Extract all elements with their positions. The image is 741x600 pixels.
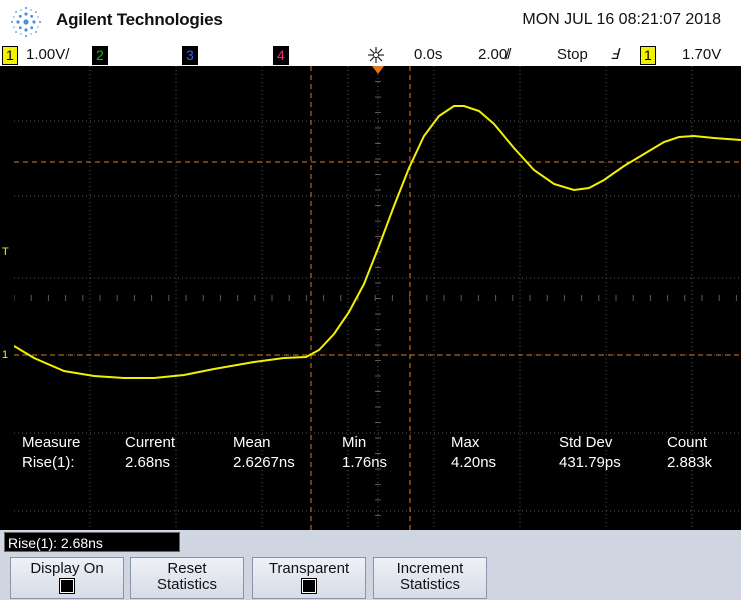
channel-2-badge[interactable]: 2 <box>92 46 108 65</box>
title-bar: Agilent Technologies MON JUL 16 08:21:07… <box>0 0 741 44</box>
ground-marker: 1 <box>2 349 9 361</box>
rise-readout: Rise(1): 2.68ns <box>4 532 180 552</box>
channel-marker-strip: T 1 <box>0 66 14 530</box>
measure-header: Max <box>451 434 480 451</box>
measure-value: 4.20ns <box>451 454 497 471</box>
measure-value: 2.883k <box>667 454 713 471</box>
brand-name: Agilent Technologies <box>56 10 223 29</box>
time-scale[interactable]: 2.00̸/ <box>478 46 512 63</box>
date-time: MON JUL 16 08:21:07 2018 <box>522 11 721 28</box>
channel-1-trace <box>14 105 741 379</box>
increment-label: Increment <box>396 560 464 577</box>
channel-3-badge[interactable]: 3 <box>182 46 198 65</box>
trigger-edge-icon: Ⅎ <box>610 46 619 63</box>
reset-statistics-label: Statistics <box>156 576 217 593</box>
transparent-label: Transparent <box>268 560 350 577</box>
measure-header: Measure <box>22 434 81 451</box>
measure-value: 2.68ns <box>125 454 171 471</box>
transparent-softkey[interactable]: Transparent <box>252 557 366 599</box>
trigger-level-marker: T <box>2 246 9 258</box>
channel-1-scale[interactable]: 1.00V/ <box>26 46 70 63</box>
trigger-position-marker[interactable] <box>372 66 384 74</box>
transparent-indicator-icon <box>301 578 317 594</box>
run-state[interactable]: Stop <box>557 46 588 63</box>
trigger-level[interactable]: 1.70V <box>682 46 722 63</box>
display-on-label: Display On <box>30 560 104 577</box>
agilent-spark-logo-icon <box>11 7 41 37</box>
measure-header: Mean <box>233 434 271 451</box>
measure-value: Rise(1): <box>22 454 75 471</box>
measure-header: Count <box>667 434 708 451</box>
measure-header: Current <box>125 434 176 451</box>
softkey-bar: Rise(1): 2.68ns Display On Reset Statist… <box>0 530 741 600</box>
increment-statistics-softkey[interactable]: Increment Statistics <box>373 557 487 599</box>
graticule <box>14 66 741 530</box>
acquisition-star-icon <box>368 47 384 63</box>
display-on-softkey[interactable]: Display On <box>10 557 124 599</box>
time-offset[interactable]: 0.0s <box>414 46 443 63</box>
reset-statistics-softkey[interactable]: Reset Statistics <box>130 557 244 599</box>
measure-value: 431.79ps <box>559 454 621 471</box>
reset-label: Reset <box>167 560 207 577</box>
trigger-channel-badge[interactable]: 1 <box>640 46 656 65</box>
measure-value: 1.76ns <box>342 454 388 471</box>
increment-statistics-label: Statistics <box>399 576 460 593</box>
measure-header: Min <box>342 434 367 451</box>
status-bar: 1 1.00V/ 2 3 4 0.0s 2.00̸/ Stop Ⅎ 1 1.70… <box>0 44 741 66</box>
channel-1-badge[interactable]: 1 <box>2 46 18 65</box>
channel-4-badge[interactable]: 4 <box>273 46 289 65</box>
measure-value: 2.6267ns <box>233 454 295 471</box>
display-on-indicator-icon <box>59 578 75 594</box>
waveform-display[interactable]: Measure Rise(1): Current 2.68ns Mean 2.6267ns… <box>14 66 741 530</box>
measure-header: Std Dev <box>559 434 613 451</box>
